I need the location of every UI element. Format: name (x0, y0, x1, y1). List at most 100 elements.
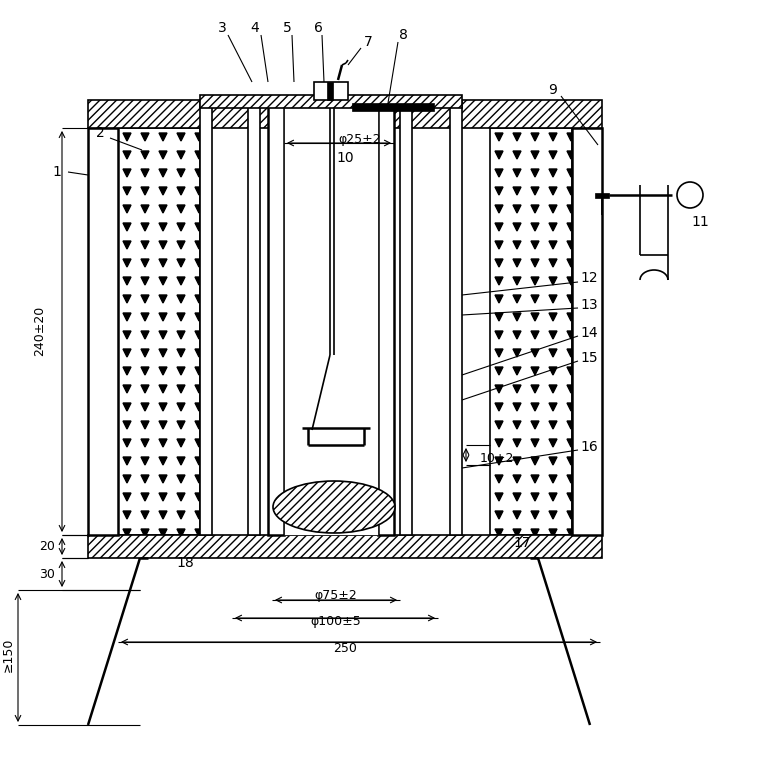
Polygon shape (567, 205, 575, 213)
Polygon shape (195, 259, 203, 267)
Polygon shape (549, 259, 557, 267)
Polygon shape (141, 367, 149, 375)
Polygon shape (513, 223, 521, 231)
Polygon shape (177, 259, 185, 267)
Bar (352, 103, 434, 111)
Polygon shape (513, 385, 521, 393)
Polygon shape (567, 511, 575, 519)
Polygon shape (177, 205, 185, 213)
Polygon shape (159, 403, 167, 411)
Polygon shape (195, 493, 203, 501)
Polygon shape (495, 367, 503, 375)
Polygon shape (159, 313, 167, 321)
Polygon shape (195, 475, 203, 483)
Polygon shape (531, 367, 539, 375)
Polygon shape (159, 457, 167, 465)
Polygon shape (141, 151, 149, 159)
Text: 20: 20 (39, 540, 55, 553)
Bar (572, 128, 602, 535)
Polygon shape (495, 349, 503, 357)
Polygon shape (123, 187, 131, 195)
Polygon shape (159, 511, 167, 519)
Polygon shape (195, 133, 203, 141)
Polygon shape (513, 475, 521, 483)
Text: 15: 15 (580, 351, 597, 365)
Polygon shape (513, 349, 521, 357)
Text: 6: 6 (313, 21, 322, 35)
Bar (400, 100, 412, 535)
Polygon shape (141, 241, 149, 249)
Polygon shape (177, 367, 185, 375)
Polygon shape (495, 259, 503, 267)
Polygon shape (549, 529, 557, 537)
Polygon shape (123, 385, 131, 393)
Polygon shape (531, 223, 539, 231)
Text: 9: 9 (549, 83, 558, 97)
Polygon shape (195, 421, 203, 429)
Polygon shape (531, 421, 539, 429)
Polygon shape (159, 241, 167, 249)
Polygon shape (177, 439, 185, 447)
Text: 10±2: 10±2 (480, 453, 514, 465)
Text: 10: 10 (336, 151, 354, 165)
Polygon shape (123, 439, 131, 447)
Polygon shape (495, 205, 503, 213)
Bar (327, 82, 333, 100)
Polygon shape (195, 277, 203, 285)
Polygon shape (159, 475, 167, 483)
Polygon shape (177, 475, 185, 483)
Polygon shape (549, 331, 557, 339)
Polygon shape (141, 493, 149, 501)
Polygon shape (495, 511, 503, 519)
Polygon shape (531, 205, 539, 213)
Polygon shape (141, 205, 149, 213)
Polygon shape (195, 403, 203, 411)
Polygon shape (513, 331, 521, 339)
Polygon shape (567, 403, 575, 411)
Polygon shape (195, 151, 203, 159)
Polygon shape (123, 529, 131, 537)
Polygon shape (195, 439, 203, 447)
Polygon shape (159, 223, 167, 231)
Polygon shape (123, 457, 131, 465)
Polygon shape (549, 493, 557, 501)
Polygon shape (123, 403, 131, 411)
Polygon shape (513, 313, 521, 321)
Polygon shape (549, 511, 557, 519)
Polygon shape (177, 331, 185, 339)
Text: 250: 250 (333, 641, 357, 654)
Polygon shape (141, 223, 149, 231)
Polygon shape (531, 151, 539, 159)
Polygon shape (531, 439, 539, 447)
Polygon shape (513, 457, 521, 465)
Text: φ100±5: φ100±5 (311, 615, 361, 628)
Polygon shape (531, 169, 539, 177)
Polygon shape (141, 439, 149, 447)
Polygon shape (141, 385, 149, 393)
Polygon shape (549, 349, 557, 357)
Polygon shape (567, 259, 575, 267)
Bar (88, 128, 118, 535)
Polygon shape (123, 367, 131, 375)
Polygon shape (195, 385, 203, 393)
Polygon shape (123, 241, 131, 249)
Polygon shape (531, 493, 539, 501)
Circle shape (677, 182, 703, 208)
Polygon shape (195, 511, 203, 519)
Polygon shape (549, 205, 557, 213)
Polygon shape (495, 241, 503, 249)
Polygon shape (177, 511, 185, 519)
Text: 12: 12 (580, 271, 597, 285)
Polygon shape (567, 421, 575, 429)
Polygon shape (159, 205, 167, 213)
Polygon shape (195, 223, 203, 231)
Polygon shape (495, 457, 503, 465)
Polygon shape (513, 295, 521, 303)
Polygon shape (177, 133, 185, 141)
Polygon shape (495, 475, 503, 483)
Polygon shape (177, 385, 185, 393)
Polygon shape (123, 475, 131, 483)
Polygon shape (549, 475, 557, 483)
Polygon shape (549, 277, 557, 285)
Polygon shape (141, 295, 149, 303)
